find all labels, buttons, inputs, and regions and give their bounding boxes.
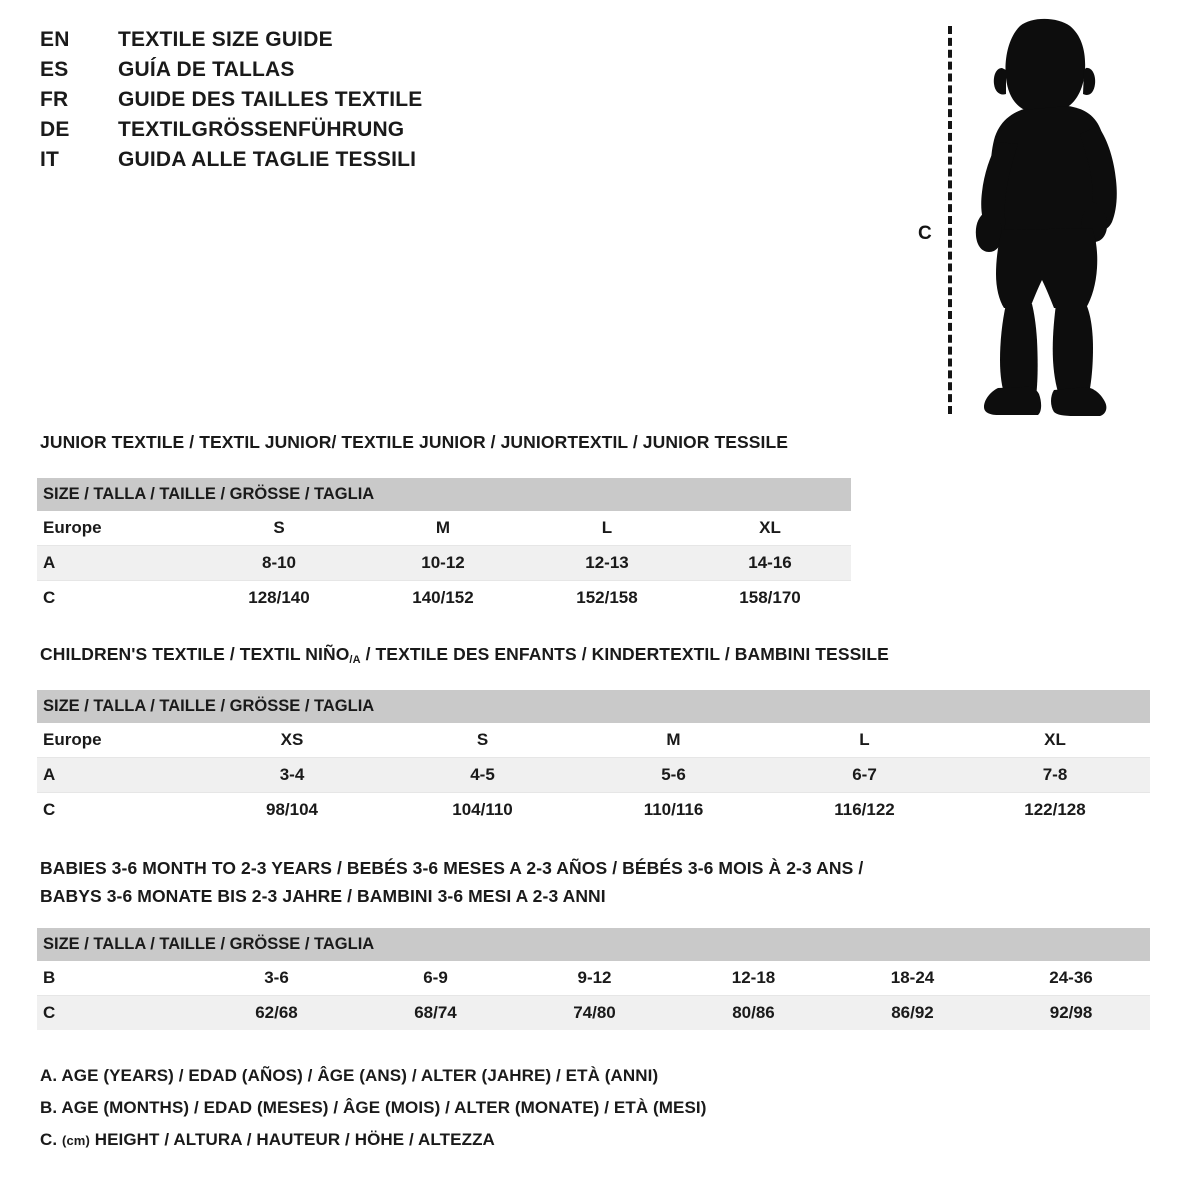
- children-size-table: SIZE / TALLA / TAILLE / GRÖSSE / TAGLIA …: [37, 690, 1150, 827]
- babies-band-label: SIZE / TALLA / TAILLE / GRÖSSE / TAGLIA: [37, 928, 1151, 961]
- junior-height-xl: 158/170: [689, 580, 852, 615]
- children-size-xl: XL: [960, 723, 1150, 758]
- language-row-de: DE TEXTILGRÖSSENFÜHRUNG: [40, 118, 560, 148]
- language-row-es: ES GUÍA DE TALLAS: [40, 58, 560, 88]
- table-row: A 3-4 4-5 5-6 6-7 7-8: [37, 757, 1150, 793]
- babies-months-5: 18-24: [833, 961, 992, 996]
- legend-c-unit: (cm): [62, 1133, 90, 1148]
- junior-table-band-row: SIZE / TALLA / TAILLE / GRÖSSE / TAGLIA: [37, 478, 852, 511]
- language-title-es: GUÍA DE TALLAS: [118, 58, 295, 81]
- babies-months-2: 6-9: [356, 961, 515, 996]
- children-heading-pre: CHILDREN'S TEXTILE / TEXTIL NIÑO: [40, 644, 350, 664]
- junior-size-l: L: [525, 511, 689, 546]
- children-age-xl: 7-8: [960, 757, 1150, 793]
- junior-size-m: M: [361, 511, 525, 546]
- children-height-m: 110/116: [578, 792, 769, 827]
- babies-months-4: 12-18: [674, 961, 833, 996]
- children-age-s: 4-5: [387, 757, 578, 793]
- babies-height-2: 68/74: [356, 995, 515, 1030]
- junior-height-m: 140/152: [361, 580, 525, 615]
- junior-age-m: 10-12: [361, 545, 525, 581]
- children-height-s: 104/110: [387, 792, 578, 827]
- children-row-label-a: A: [37, 757, 197, 793]
- language-header-block: EN TEXTILE SIZE GUIDE ES GUÍA DE TALLAS …: [40, 28, 560, 178]
- children-size-s: S: [387, 723, 578, 758]
- junior-row-label-c: C: [37, 580, 197, 615]
- height-dashed-line-icon: [948, 26, 952, 414]
- table-row: Europe XS S M L XL: [37, 723, 1150, 758]
- babies-height-6: 92/98: [992, 995, 1151, 1030]
- junior-row-label-europe: Europe: [37, 511, 197, 546]
- junior-age-l: 12-13: [525, 545, 689, 581]
- language-code-fr: FR: [40, 88, 69, 111]
- babies-section-heading-line2: BABYS 3-6 MONATE BIS 2-3 JAHRE / BAMBINI…: [40, 886, 606, 906]
- babies-size-table: SIZE / TALLA / TAILLE / GRÖSSE / TAGLIA …: [37, 928, 1151, 1030]
- children-size-xs: XS: [197, 723, 387, 758]
- children-age-xs: 3-4: [197, 757, 387, 793]
- junior-age-xl: 14-16: [689, 545, 852, 581]
- babies-height-3: 74/80: [515, 995, 674, 1030]
- children-size-l: L: [769, 723, 960, 758]
- babies-table-band-row: SIZE / TALLA / TAILLE / GRÖSSE / TAGLIA: [37, 928, 1151, 961]
- junior-age-s: 8-10: [197, 545, 361, 581]
- legend-line-c: C. (cm) HEIGHT / ALTURA / HAUTEUR / HÖHE…: [40, 1130, 707, 1162]
- language-code-de: DE: [40, 118, 70, 141]
- children-section-heading: CHILDREN'S TEXTILE / TEXTIL NIÑO/A / TEX…: [40, 644, 889, 666]
- babies-months-6: 24-36: [992, 961, 1151, 996]
- babies-row-label-c: C: [37, 995, 197, 1030]
- junior-band-label: SIZE / TALLA / TAILLE / GRÖSSE / TAGLIA: [37, 478, 852, 511]
- table-row: A 8-10 10-12 12-13 14-16: [37, 545, 852, 581]
- babies-height-4: 80/86: [674, 995, 833, 1030]
- junior-size-table: SIZE / TALLA / TAILLE / GRÖSSE / TAGLIA …: [37, 478, 852, 615]
- language-code-en: EN: [40, 28, 70, 51]
- babies-height-1: 62/68: [197, 995, 356, 1030]
- babies-months-1: 3-6: [197, 961, 356, 996]
- children-height-l: 116/122: [769, 792, 960, 827]
- children-heading-post: / TEXTILE DES ENFANTS / KINDERTEXTIL / B…: [360, 644, 889, 664]
- children-age-m: 5-6: [578, 757, 769, 793]
- children-row-label-europe: Europe: [37, 723, 197, 758]
- language-title-fr: GUIDE DES TAILLES TEXTILE: [118, 88, 423, 111]
- children-height-xl: 122/128: [960, 792, 1150, 827]
- junior-size-xl: XL: [689, 511, 852, 546]
- language-title-it: GUIDA ALLE TAGLIE TESSILI: [118, 148, 417, 171]
- toddler-silhouette-icon: [958, 16, 1138, 421]
- babies-row-label-b: B: [37, 961, 197, 996]
- junior-section-heading: JUNIOR TEXTILE / TEXTIL JUNIOR/ TEXTILE …: [40, 432, 789, 452]
- table-row: C 98/104 104/110 110/116 116/122 122/128: [37, 792, 1150, 827]
- junior-height-s: 128/140: [197, 580, 361, 615]
- junior-row-label-a: A: [37, 545, 197, 581]
- children-table-band-row: SIZE / TALLA / TAILLE / GRÖSSE / TAGLIA: [37, 690, 1150, 723]
- language-title-de: TEXTILGRÖSSENFÜHRUNG: [118, 118, 405, 141]
- children-age-l: 6-7: [769, 757, 960, 793]
- language-code-es: ES: [40, 58, 69, 81]
- babies-months-3: 9-12: [515, 961, 674, 996]
- table-row: C 128/140 140/152 152/158 158/170: [37, 580, 852, 615]
- language-code-it: IT: [40, 148, 60, 171]
- children-band-label: SIZE / TALLA / TAILLE / GRÖSSE / TAGLIA: [37, 690, 1150, 723]
- legend-c-prefix: C.: [40, 1130, 63, 1149]
- language-row-it: IT GUIDA ALLE TAGLIE TESSILI: [40, 148, 560, 178]
- language-row-en: EN TEXTILE SIZE GUIDE: [40, 28, 560, 58]
- legend-c-text: HEIGHT / ALTURA / HAUTEUR / HÖHE / ALTEZ…: [89, 1130, 495, 1149]
- table-row: Europe S M L XL: [37, 511, 852, 546]
- language-row-fr: FR GUIDE DES TAILLES TEXTILE: [40, 88, 560, 118]
- height-measurement-figure: C: [900, 8, 1190, 428]
- measurement-legend: A. AGE (YEARS) / EDAD (AÑOS) / ÂGE (ANS)…: [40, 1066, 707, 1162]
- children-size-m: M: [578, 723, 769, 758]
- table-row: B 3-6 6-9 9-12 12-18 18-24 24-36: [37, 961, 1151, 996]
- children-heading-sub: /A: [349, 654, 361, 666]
- children-row-label-c: C: [37, 792, 197, 827]
- babies-height-5: 86/92: [833, 995, 992, 1030]
- language-title-en: TEXTILE SIZE GUIDE: [118, 28, 333, 51]
- height-measure-label: C: [918, 223, 932, 244]
- children-height-xs: 98/104: [197, 792, 387, 827]
- junior-height-l: 152/158: [525, 580, 689, 615]
- babies-section-heading-line1: BABIES 3-6 MONTH TO 2-3 YEARS / BEBÉS 3-…: [40, 858, 864, 878]
- junior-size-s: S: [197, 511, 361, 546]
- legend-line-a: A. AGE (YEARS) / EDAD (AÑOS) / ÂGE (ANS)…: [40, 1066, 659, 1085]
- table-row: C 62/68 68/74 74/80 80/86 86/92 92/98: [37, 995, 1151, 1030]
- legend-line-b: B. AGE (MONTHS) / EDAD (MESES) / ÂGE (MO…: [40, 1098, 707, 1117]
